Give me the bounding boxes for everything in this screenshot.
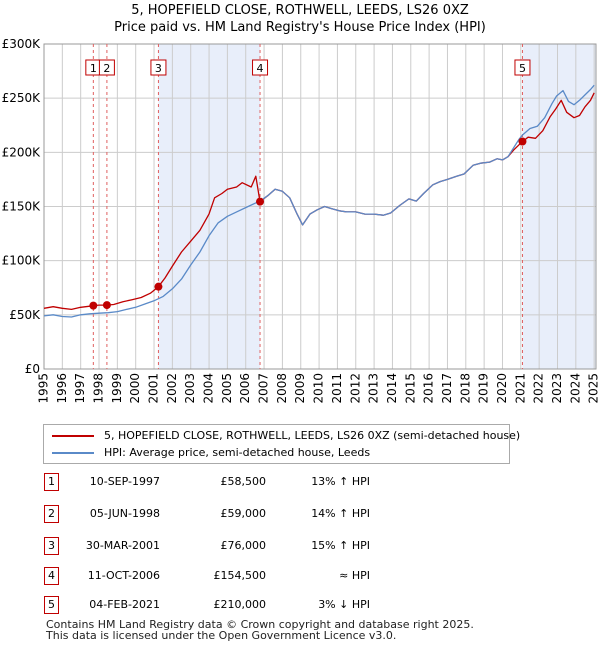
- plot-frame: [43, 43, 597, 370]
- x-tick-label: 2008: [275, 373, 289, 404]
- sale-label-box: [98, 59, 115, 76]
- x-tick-label: 1997: [73, 373, 87, 404]
- x-tick-label: 1999: [110, 373, 124, 404]
- legend-label-hpi: HPI: Average price, semi-detached house,…: [104, 446, 371, 459]
- legend-swatch-hpi: [52, 452, 94, 454]
- footer-licence: This data is licensed under the Open Gov…: [46, 629, 397, 642]
- x-tick-label: 1998: [92, 373, 106, 404]
- sale-price: £58,500: [220, 475, 267, 488]
- y-tick-label: £100K: [2, 254, 42, 268]
- sale-date: 05-JUN-1998: [89, 507, 160, 520]
- x-tick-label: 2010: [312, 373, 326, 404]
- sale-point: [256, 197, 265, 206]
- sale-point: [89, 301, 98, 310]
- x-tick-label: 2016: [422, 373, 436, 404]
- x-tick-label: 2001: [147, 373, 161, 404]
- sale-number-badge: 5: [44, 596, 59, 614]
- sale-hpi-comparison: 3% ↓ HPI: [318, 598, 370, 611]
- footer-copyright: Contains HM Land Registry data © Crown c…: [46, 618, 474, 631]
- chart-title: 5, HOPEFIELD CLOSE, ROTHWELL, LEEDS, LS2…: [131, 3, 469, 18]
- y-tick-label: £150K: [2, 200, 42, 214]
- sale-number-badge: 4: [44, 567, 59, 585]
- y-tick-label: £300K: [2, 37, 42, 51]
- table-row: 2 05-JUN-1998 £59,000 14% ↑ HPI: [0, 505, 600, 525]
- sale-label-number: 5: [519, 62, 526, 75]
- sale-price: £59,000: [220, 507, 267, 520]
- sale-number-badge: 3: [44, 537, 59, 555]
- table-row: 3 30-MAR-2001 £76,000 15% ↑ HPI: [0, 537, 600, 557]
- x-tick-label: 2000: [128, 373, 142, 404]
- x-tick-label: 2011: [330, 373, 344, 404]
- x-tick-label: 2015: [403, 373, 417, 404]
- x-tick-label: 2009: [293, 373, 307, 404]
- x-tick-label: 2019: [477, 373, 491, 404]
- x-tick-label: 2024: [568, 373, 582, 404]
- sale-label-number: 1: [90, 62, 97, 75]
- series-line-hpi: [43, 84, 595, 318]
- x-tick-label: 1995: [37, 373, 51, 404]
- x-tick-label: 1996: [55, 373, 69, 404]
- sale-hpi-comparison: ≈ HPI: [339, 569, 370, 582]
- x-tick-label: 2022: [532, 373, 546, 404]
- x-tick-label: 2002: [165, 373, 179, 404]
- x-tick-label: 2020: [495, 373, 509, 404]
- table-row: 5 04-FEB-2021 £210,000 3% ↓ HPI: [0, 596, 600, 616]
- y-tick-label: £0: [25, 362, 40, 376]
- price-chart: 1 2 3 4 5 £0 £50K £100K £150K £200K £250K £300K 1995…: [2, 37, 600, 404]
- x-tick-label: 2014: [385, 373, 399, 404]
- x-tick-label: 2025: [587, 373, 600, 404]
- x-tick-label: 2023: [550, 373, 564, 404]
- sale-label-number: 2: [103, 62, 110, 75]
- sale-price: £154,500: [213, 569, 267, 582]
- sale-date: 04-FEB-2021: [89, 598, 160, 611]
- x-tick-label: 2007: [257, 373, 271, 404]
- sale-date: 11-OCT-2006: [87, 569, 160, 582]
- sale-label-number: 3: [155, 62, 162, 75]
- table-row: 4 11-OCT-2006 £154,500 ≈ HPI: [0, 567, 600, 587]
- y-tick-label: £200K: [2, 145, 42, 159]
- y-tick-label: £50K: [9, 308, 41, 322]
- sale-label-number: 4: [257, 62, 264, 75]
- sale-label-box: [252, 59, 269, 76]
- chart-subtitle: Price paid vs. HM Land Registry's House …: [114, 20, 486, 35]
- sale-hpi-comparison: 14% ↑ HPI: [311, 507, 370, 520]
- legend: 5, HOPEFIELD CLOSE, ROTHWELL, LEEDS, LS2…: [43, 424, 520, 464]
- x-tick-label: 2003: [183, 373, 197, 404]
- sale-price: £210,000: [213, 598, 267, 611]
- sale-label-box: [150, 59, 167, 76]
- sale-point: [154, 282, 163, 291]
- sale-hpi-comparison: 15% ↑ HPI: [311, 539, 370, 552]
- sale-date: 30-MAR-2001: [85, 539, 160, 552]
- x-tick-label: 2005: [220, 373, 234, 404]
- legend-swatch-property: [52, 435, 94, 437]
- sale-point: [102, 301, 111, 310]
- x-tick-label: 2012: [348, 373, 362, 404]
- sale-hpi-comparison: 13% ↑ HPI: [311, 475, 370, 488]
- sale-label-box: [514, 59, 531, 76]
- x-tick-label: 2021: [513, 373, 527, 404]
- sale-date: 10-SEP-1997: [89, 475, 160, 488]
- legend-label-property: 5, HOPEFIELD CLOSE, ROTHWELL, LEEDS, LS2…: [104, 429, 521, 442]
- x-tick-label: 2006: [238, 373, 252, 404]
- y-tick-label: £250K: [2, 91, 42, 105]
- sale-price: £76,000: [220, 539, 267, 552]
- x-tick-label: 2018: [458, 373, 472, 404]
- sale-number-badge: 2: [44, 505, 59, 523]
- sale-point: [518, 137, 527, 146]
- x-tick-label: 2017: [440, 373, 454, 404]
- table-row: 1 10-SEP-1997 £58,500 13% ↑ HPI: [0, 473, 600, 493]
- x-tick-label: 2004: [202, 373, 216, 404]
- x-tick-label: 2013: [367, 373, 381, 404]
- sale-number-badge: 1: [44, 473, 59, 491]
